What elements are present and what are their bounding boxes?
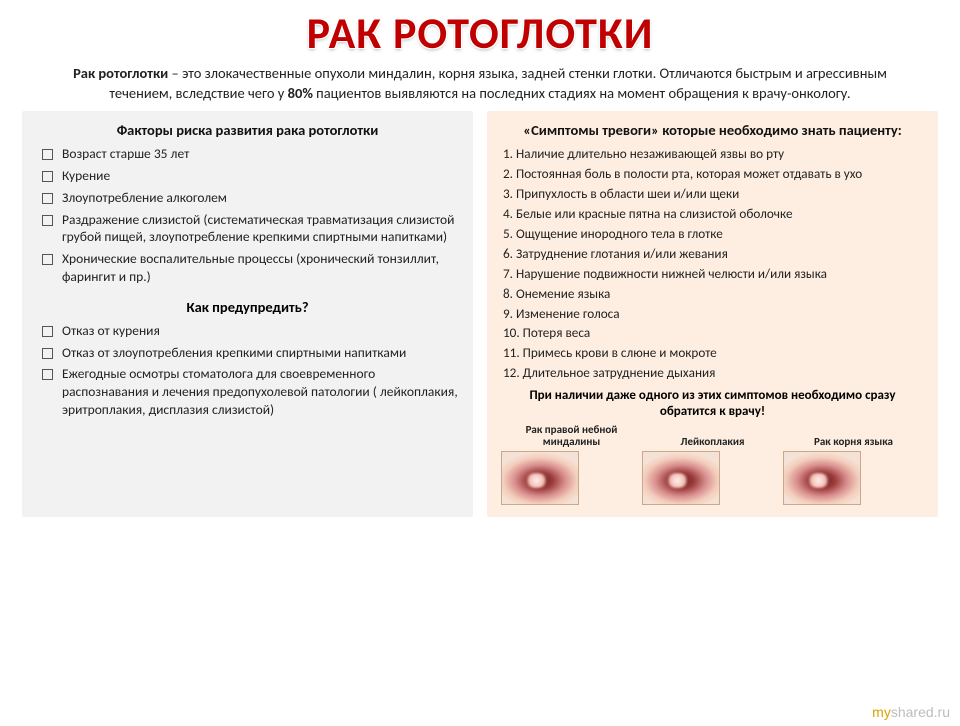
risk-heading: Факторы риска развития рака ротоглотки bbox=[36, 121, 459, 139]
image-caption: Рак корня языка bbox=[783, 436, 924, 448]
watermark: myshared.ru bbox=[872, 704, 950, 720]
list-item: 10. Потеря веса bbox=[503, 324, 924, 341]
image-item: Рак правой небной миндалины bbox=[501, 424, 642, 505]
list-item: 6. Затруднение глотания и/или жевания bbox=[503, 245, 924, 262]
prevent-list: Отказ от курения Отказ от злоупотреблени… bbox=[36, 322, 459, 419]
list-item: 4. Белые или красные пятна на слизистой … bbox=[503, 205, 924, 222]
list-item: 5. Ощущение инородного тела в глотке bbox=[503, 225, 924, 242]
image-caption: Лейкоплакия bbox=[642, 436, 783, 448]
list-item: Возраст старше 35 лет bbox=[42, 145, 459, 163]
list-item: 12. Длительное затруднение дыхания bbox=[503, 364, 924, 381]
symptoms-heading: «Симптомы тревоги» которые необходимо зн… bbox=[501, 121, 924, 139]
intro-tail: пациентов выявляются на последних стадия… bbox=[313, 84, 851, 102]
clinical-photo-tongue-root bbox=[783, 451, 861, 505]
symptoms-footer: При наличии даже одного из этих симптомо… bbox=[507, 388, 918, 421]
list-item: Курение bbox=[42, 167, 459, 185]
list-item: Раздражение слизистой (систематическая т… bbox=[42, 211, 459, 247]
risk-factors-panel: Факторы риска развития рака ротоглотки В… bbox=[22, 111, 473, 517]
watermark-prefix: my bbox=[872, 704, 891, 720]
list-item: Отказ от злоупотребления крепкими спиртн… bbox=[42, 344, 459, 362]
list-item: Хронические воспалительные процессы (хро… bbox=[42, 250, 459, 286]
risk-list: Возраст старше 35 лет Курение Злоупотреб… bbox=[36, 145, 459, 286]
list-item: Ежегодные осмотры стоматолога для своевр… bbox=[42, 365, 459, 418]
intro-term: Рак ротоглотки bbox=[73, 64, 168, 82]
image-caption: Рак правой небной миндалины bbox=[501, 424, 642, 448]
clinical-photo-tonsil bbox=[501, 451, 579, 505]
clinical-photo-leukoplakia bbox=[642, 451, 720, 505]
symptoms-list: 1. Наличие длительно незаживающей язвы в… bbox=[501, 145, 924, 382]
page-title: РАК РОТОГЛОТКИ bbox=[0, 6, 960, 60]
columns: Факторы риска развития рака ротоглотки В… bbox=[0, 111, 960, 517]
intro-paragraph: Рак ротоглотки – это злокачественные опу… bbox=[0, 60, 960, 111]
list-item: 2. Постоянная боль в полости рта, котора… bbox=[503, 165, 924, 182]
prevent-heading: Как предупредить? bbox=[36, 298, 459, 316]
list-item: Отказ от курения bbox=[42, 322, 459, 340]
image-item: Рак корня языка bbox=[783, 436, 924, 505]
list-item: 11. Примесь крови в слюне и мокроте bbox=[503, 344, 924, 361]
symptoms-panel: «Симптомы тревоги» которые необходимо зн… bbox=[487, 111, 938, 517]
image-item: Лейкоплакия bbox=[642, 436, 783, 505]
list-item: 1. Наличие длительно незаживающей язвы в… bbox=[503, 145, 924, 162]
list-item: 3. Припухлость в области шеи и/или щеки bbox=[503, 185, 924, 202]
image-row: Рак правой небной миндалины Лейкоплакия … bbox=[501, 424, 924, 505]
list-item: 9. Изменение голоса bbox=[503, 305, 924, 322]
watermark-suffix: shared.ru bbox=[891, 704, 950, 720]
list-item: Злоупотребление алкоголем bbox=[42, 189, 459, 207]
list-item: 7. Нарушение подвижности нижней челюсти … bbox=[503, 265, 924, 282]
intro-percent: 80% bbox=[288, 84, 313, 102]
list-item: 8. Онемение языка bbox=[503, 285, 924, 302]
